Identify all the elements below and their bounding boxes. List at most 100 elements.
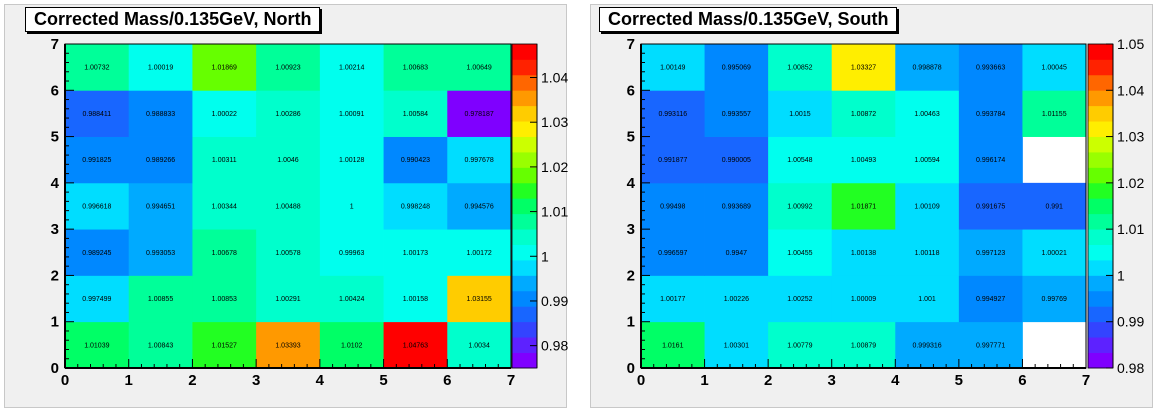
south-panel: 1.0161 1.00301 1.00779 1.00879 0.999316 0.997… <box>590 4 1153 408</box>
south-cell-label: 1.00463 <box>914 111 939 118</box>
north-cell <box>65 229 130 276</box>
south-cell-label: 0.994927 <box>976 296 1005 303</box>
north-z-tick-label: 1 <box>541 248 549 264</box>
south-y-tick-label: 5 <box>627 129 635 146</box>
north-cell-label: 1.0034 <box>468 342 490 349</box>
north-palette-band <box>512 105 537 122</box>
south-cell-label: 1.00252 <box>787 296 812 303</box>
south-palette-band <box>1088 290 1113 307</box>
south-cell <box>704 321 769 369</box>
south-palette-band <box>1088 244 1113 261</box>
south-x-tick-label: 5 <box>955 372 963 389</box>
south-cell <box>704 182 769 230</box>
north-y-tick-label: 7 <box>51 36 59 53</box>
north-cell <box>447 90 512 137</box>
north-cell-label: 1.00578 <box>275 250 300 257</box>
north-cell-label: 1.00584 <box>403 111 428 118</box>
south-heatmap: 1.0161 1.00301 1.00779 1.00879 0.999316 0.997… <box>627 36 1145 389</box>
north-cell <box>383 136 448 184</box>
south-cell-label: 1.00149 <box>660 65 685 72</box>
north-cell <box>192 44 257 91</box>
south-cell-label: 1.00009 <box>851 296 876 303</box>
north-palette-band <box>512 290 537 307</box>
north-cell-label: 0.990423 <box>401 157 430 164</box>
south-cell <box>895 44 960 91</box>
south-cell-label: 1.00548 <box>787 157 812 164</box>
north-palette-band <box>512 352 537 369</box>
south-cell <box>768 182 833 230</box>
south-palette-band <box>1088 306 1113 323</box>
south-cell <box>831 321 896 369</box>
south-palette-band <box>1088 260 1113 276</box>
south-palette-band <box>1088 321 1113 338</box>
north-cell <box>319 321 384 369</box>
north-cell-label: 1.00286 <box>275 111 300 118</box>
south-cell-label: 1.00872 <box>851 111 876 118</box>
north-cell <box>128 182 193 230</box>
north-cell-label: 0.978187 <box>465 111 494 118</box>
north-cell <box>447 275 512 323</box>
south-palette-band <box>1088 167 1113 184</box>
south-cell-label: 0.991 <box>1045 204 1063 211</box>
south-z-tick-label: 0.99 <box>1117 314 1144 330</box>
north-y-tick-label: 0 <box>51 360 59 377</box>
south-cell-label: 0.996597 <box>658 250 687 257</box>
south-cell-label: 1.00594 <box>914 157 939 164</box>
north-panel: 1.01039 1.00843 1.01527 1.03393 1.0102 1.0476… <box>4 4 568 408</box>
south-cell-label: 0.996174 <box>976 157 1005 164</box>
south-cell <box>768 136 833 184</box>
south-cell <box>641 229 705 276</box>
south-palette-band <box>1088 136 1113 153</box>
south-cell <box>704 275 769 323</box>
south-cell <box>768 229 833 276</box>
south-x-tick-label: 7 <box>1082 372 1090 389</box>
south-palette-band <box>1088 337 1113 353</box>
south-palette-band <box>1088 59 1113 76</box>
north-cell-label: 1.00855 <box>148 296 173 303</box>
south-cell <box>641 136 705 184</box>
north-cell <box>65 136 130 184</box>
south-palette-band <box>1088 229 1113 245</box>
north-z-tick-label: 0.99 <box>541 293 568 309</box>
north-palette-band <box>512 260 537 276</box>
south-cell-label: 0.99769 <box>1042 296 1067 303</box>
north-cell <box>447 229 512 276</box>
north-x-tick-label: 6 <box>443 372 451 389</box>
north-cell <box>383 229 448 276</box>
north-cell-label: 1.00158 <box>403 296 428 303</box>
north-cell <box>128 90 193 137</box>
north-cell <box>319 275 384 323</box>
north-cell-label: 1.04763 <box>403 342 428 349</box>
south-cell <box>895 136 960 184</box>
south-palette-band <box>1088 198 1113 215</box>
north-cell-label: 1.00649 <box>466 65 491 72</box>
south-cell-label: 1.00021 <box>1042 250 1067 257</box>
north-cell-label: 0.988833 <box>146 111 175 118</box>
north-z-tick-label: 1.02 <box>541 159 568 175</box>
south-cell-label: 0.990005 <box>722 157 751 164</box>
north-palette-band <box>512 136 537 153</box>
south-cell-label: 1.00138 <box>851 250 876 257</box>
north-palette-band <box>512 244 537 261</box>
south-cell <box>1022 229 1087 276</box>
south-cell-label: 0.99498 <box>660 204 685 211</box>
north-cell <box>256 321 321 369</box>
south-z-tick-label: 1 <box>1117 267 1125 283</box>
north-cell <box>447 44 512 91</box>
north-palette-band <box>512 198 537 215</box>
north-cell-label: 1.00091 <box>339 111 364 118</box>
north-cell-label: 0.994576 <box>465 204 494 211</box>
south-cell-label: 1.00992 <box>787 204 812 211</box>
north-cell-label: 1.01527 <box>212 342 237 349</box>
north-cell <box>65 90 130 137</box>
north-cell <box>192 275 257 323</box>
south-cell <box>895 275 960 323</box>
north-palette-band <box>512 44 537 60</box>
south-cell-label: 0.998878 <box>912 65 941 72</box>
north-cell <box>128 321 193 369</box>
north-y-tick-label: 6 <box>51 82 59 99</box>
north-cell <box>256 90 321 137</box>
south-cell <box>1022 275 1087 323</box>
north-palette-band <box>512 182 537 199</box>
north-cell <box>383 90 448 137</box>
